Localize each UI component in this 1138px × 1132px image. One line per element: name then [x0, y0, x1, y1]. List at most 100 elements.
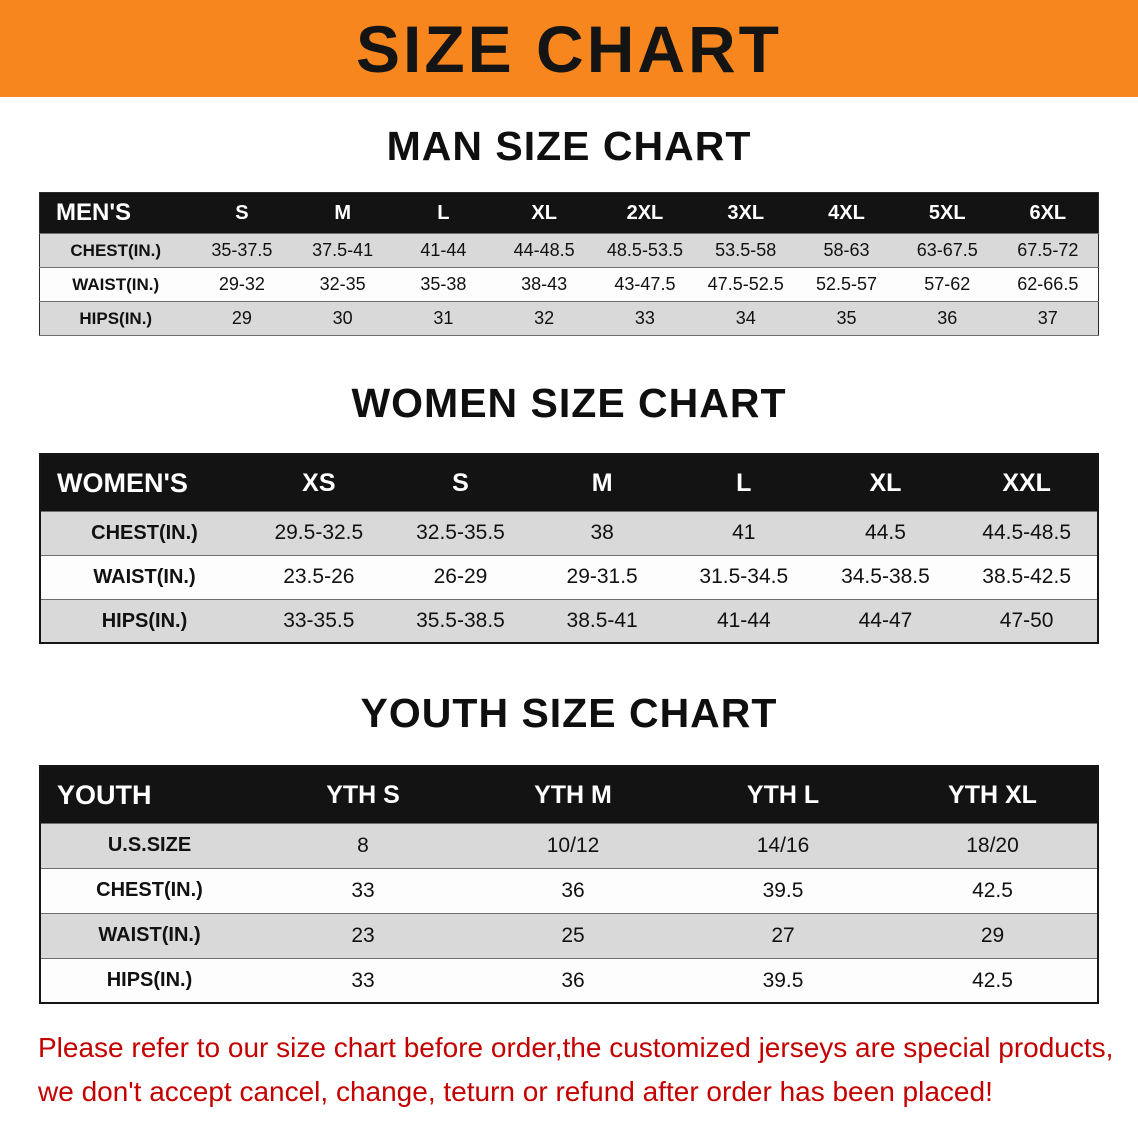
size-header-cell: S [235, 201, 249, 224]
table-header-row: MEN'S S M L XL 2XL 3XL 4XL 5XL 6XL [39, 192, 1099, 234]
row-label: HIPS(IN.) [106, 969, 193, 992]
size-header-cell: XXL [1002, 468, 1051, 497]
size-value-cell: 67.5-72 [1017, 240, 1079, 261]
size-value-cell: 32 [534, 308, 555, 329]
size-value-cell: 35.5-38.5 [416, 609, 505, 633]
size-value-cell: 42.5 [972, 878, 1013, 902]
size-value-cell: 53.5-58 [715, 240, 777, 261]
size-header-cell: L [736, 468, 752, 497]
size-value-cell: 33 [351, 878, 375, 902]
size-value-cell: 29-32 [218, 274, 265, 295]
size-value-cell: 25 [561, 923, 585, 947]
size-value-cell: 44.5-48.5 [982, 521, 1072, 545]
size-value-cell: 41-44 [420, 240, 467, 261]
size-value-cell: 44.5 [865, 521, 906, 545]
size-value-cell: 47-50 [999, 609, 1054, 633]
size-value-cell: 44-48.5 [513, 240, 575, 261]
size-value-cell: 36 [937, 308, 958, 329]
men-size-section: MAN SIZE CHART MEN'S S M L XL 2XL 3XL 4XL 5XL 6XL… [0, 123, 1138, 337]
size-value-cell: 38-43 [521, 274, 568, 295]
size-value-cell: 34 [735, 308, 756, 329]
size-value-cell: 33-35.5 [283, 609, 355, 633]
size-header-cell: M [591, 468, 613, 497]
table-header-row: YOUTH YTH S YTH M YTH L YTH XL [40, 766, 1098, 824]
row-label: HIPS(IN.) [101, 609, 188, 632]
youth-size-section: YOUTH SIZE CHART YOUTH YTH S YTH M YTH L YTH… [0, 690, 1138, 1005]
size-value-cell: 26-29 [433, 565, 488, 589]
size-value-cell: 42.5 [972, 968, 1013, 992]
size-header-cell: YTH XL [948, 780, 1037, 809]
size-header-cell: L [437, 201, 450, 224]
size-header-cell: S [452, 468, 469, 497]
size-header-cell: XL [531, 201, 557, 224]
table-row: HIPS(IN.) 33 36 39.5 42.5 [40, 958, 1098, 1004]
women-size-section: WOMEN SIZE CHART WOMEN'S XS S M L XL XXL CHEST(… [0, 380, 1138, 645]
size-header-cell: 4XL [828, 201, 865, 224]
size-value-cell: 29-31.5 [566, 565, 638, 589]
size-value-cell: 57-62 [924, 274, 971, 295]
size-header-cell: 6XL [1029, 201, 1067, 224]
size-value-cell: 8 [357, 833, 369, 857]
size-header-cell: 2XL [626, 201, 664, 224]
table-row: CHEST(IN.) 35-37.5 37.5-41 41-44 44-48.5 48.5… [39, 233, 1099, 268]
table-row: WAIST(IN.) 23.5-26 26-29 29-31.5 31.5-34.5 34… [40, 555, 1098, 600]
size-value-cell: 39.5 [762, 968, 804, 992]
size-header-cell: 3XL [727, 201, 765, 224]
size-value-cell: 33 [351, 968, 375, 992]
size-value-cell: 23.5-26 [283, 565, 355, 589]
size-value-cell: 48.5-53.5 [606, 240, 683, 261]
size-value-cell: 32.5-35.5 [416, 521, 505, 545]
size-value-cell: 38.5-42.5 [982, 565, 1072, 589]
size-value-cell: 31 [433, 308, 454, 329]
row-label: CHEST(IN.) [96, 879, 203, 902]
page-title: SIZE CHART [356, 11, 782, 86]
size-value-cell: 38 [590, 521, 614, 545]
table-row: WAIST(IN.) 23 25 27 29 [40, 913, 1098, 959]
size-value-cell: 35 [836, 308, 857, 329]
size-value-cell: 44-47 [858, 609, 913, 633]
size-value-cell: 14/16 [756, 833, 810, 857]
size-header-cell: XS [302, 468, 336, 497]
row-label: U.S.SIZE [107, 834, 192, 857]
order-disclaimer: Please refer to our size chart before or… [0, 1026, 1138, 1113]
size-value-cell: 10/12 [546, 833, 600, 857]
size-value-cell: 32-35 [319, 274, 366, 295]
size-value-cell: 34.5-38.5 [841, 565, 930, 589]
youth-section-heading: YOUTH SIZE CHART [360, 690, 778, 737]
size-header-cell: M [334, 201, 351, 224]
table-row: WAIST(IN.) 29-32 32-35 35-38 38-43 43-47.5 47.… [39, 267, 1099, 302]
table-row: CHEST(IN.) 29.5-32.5 32.5-35.5 38 41 44.5 44.5… [40, 511, 1098, 556]
size-value-cell: 35-38 [420, 274, 467, 295]
size-header-cell: XL [869, 468, 902, 497]
mens-size-table: MEN'S S M L XL 2XL 3XL 4XL 5XL 6XL CHEST(IN.) 35-37… [39, 192, 1099, 337]
size-value-cell: 47.5-52.5 [707, 274, 784, 295]
size-value-cell: 33 [634, 308, 655, 329]
row-label: HIPS(IN.) [79, 308, 153, 328]
size-value-cell: 35-37.5 [211, 240, 273, 261]
disclaimer-line-2: we don't accept cancel, change, teturn o… [38, 1075, 993, 1107]
men-section-heading: MAN SIZE CHART [386, 123, 752, 169]
row-label: WAIST(IN.) [93, 565, 196, 588]
size-value-cell: 63-67.5 [916, 240, 978, 261]
size-value-cell: 29 [231, 308, 252, 329]
table-row: CHEST(IN.) 33 36 39.5 42.5 [40, 868, 1098, 914]
size-chart-banner: SIZE CHART [0, 0, 1138, 97]
womens-size-table: WOMEN'S XS S M L XL XXL CHEST(IN.) 29.5-32.5 32.5… [39, 453, 1099, 645]
size-value-cell: 31.5-34.5 [699, 565, 789, 589]
row-label: WAIST(IN.) [98, 924, 201, 947]
size-value-cell: 39.5 [762, 878, 804, 902]
size-header-cell: YTH L [746, 780, 820, 809]
size-header-cell: YTH M [534, 780, 612, 809]
size-header-cell: 5XL [928, 201, 966, 224]
size-value-cell: 38.5-41 [566, 609, 638, 633]
table-row: HIPS(IN.) 29 30 31 32 33 34 35 36 37 [39, 301, 1099, 336]
table-header-row: WOMEN'S XS S M L XL XXL [40, 454, 1098, 512]
size-value-cell: 41-44 [716, 609, 771, 633]
size-value-cell: 37.5-41 [312, 240, 374, 261]
table-row: HIPS(IN.) 33-35.5 35.5-38.5 38.5-41 41-44 44-… [40, 599, 1098, 644]
table-title-cell: MEN'S [56, 199, 132, 227]
row-label: WAIST(IN.) [72, 274, 160, 294]
table-title-cell: YOUTH [57, 779, 152, 810]
size-value-cell: 41 [732, 521, 756, 545]
